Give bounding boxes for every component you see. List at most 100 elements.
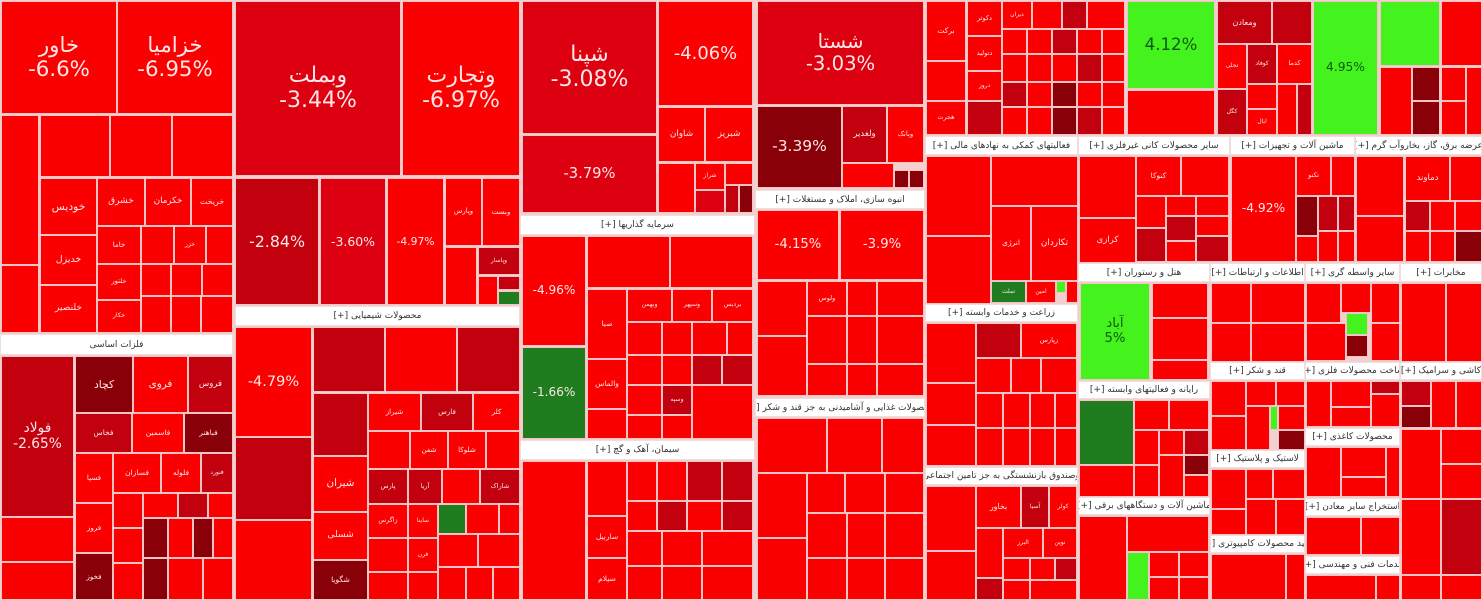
- stock-tile[interactable]: شسلی: [313, 512, 368, 560]
- stock-tile[interactable]: [1341, 283, 1371, 313]
- stock-tile[interactable]: وبهمن: [627, 289, 672, 322]
- stock-tile[interactable]: وبست: [482, 178, 520, 246]
- stock-tile[interactable]: [1134, 400, 1169, 430]
- stock-tile[interactable]: [877, 316, 924, 364]
- stock-tile[interactable]: [1401, 381, 1431, 406]
- stock-tile[interactable]: [1169, 400, 1209, 430]
- stock-tile[interactable]: [493, 567, 520, 600]
- stock-tile[interactable]: [438, 567, 466, 600]
- stock-tile[interactable]: [499, 504, 520, 534]
- stock-tile[interactable]: [1102, 29, 1125, 54]
- stock-tile[interactable]: [466, 567, 493, 600]
- stock-tile[interactable]: [926, 486, 976, 551]
- stock-tile[interactable]: ومعادن: [1217, 1, 1272, 44]
- stock-tile[interactable]: [1380, 1, 1440, 66]
- stock-tile[interactable]: البرز: [1003, 528, 1043, 558]
- stock-tile[interactable]: [662, 566, 702, 600]
- stock-tile[interactable]: -3.60%: [320, 178, 386, 305]
- stock-tile[interactable]: [1466, 67, 1482, 135]
- stock-tile[interactable]: [1055, 393, 1077, 428]
- stock-tile[interactable]: [1077, 29, 1102, 54]
- stock-tile[interactable]: [976, 358, 1011, 393]
- sector-header[interactable]: مخابرات [+]: [1400, 263, 1482, 282]
- stock-tile[interactable]: [926, 61, 966, 101]
- stock-tile[interactable]: -2.84%: [235, 178, 319, 305]
- stock-tile[interactable]: [213, 518, 233, 558]
- stock-tile[interactable]: شراز: [695, 163, 725, 190]
- stock-tile[interactable]: [1276, 499, 1305, 535]
- stock-tile[interactable]: [143, 518, 168, 558]
- stock-tile[interactable]: [1276, 381, 1305, 406]
- stock-tile[interactable]: [235, 520, 312, 600]
- stock-tile[interactable]: [1371, 323, 1400, 361]
- stock-tile[interactable]: خاما: [97, 226, 141, 264]
- sector-header[interactable]: انبوه سازی، املاک و مستغلات [+]: [755, 190, 925, 209]
- stock-tile[interactable]: [1296, 236, 1318, 262]
- sector-header[interactable]: محصولات غذایی و آشامیدنی به جز قند و شکر…: [755, 398, 925, 417]
- stock-tile[interactable]: [40, 115, 110, 177]
- stock-tile[interactable]: [1055, 428, 1077, 466]
- stock-tile[interactable]: [976, 428, 1003, 466]
- stock-tile[interactable]: [587, 236, 670, 288]
- stock-tile[interactable]: [1184, 430, 1209, 455]
- stock-tile[interactable]: [657, 501, 687, 531]
- stock-tile[interactable]: [627, 415, 662, 439]
- stock-tile[interactable]: تملت: [991, 281, 1026, 303]
- stock-tile[interactable]: نوین: [1043, 528, 1077, 558]
- stock-tile[interactable]: وبانک: [887, 106, 924, 163]
- stock-tile[interactable]: [1030, 393, 1055, 428]
- stock-tile[interactable]: [1166, 241, 1196, 262]
- stock-tile[interactable]: [1405, 201, 1430, 231]
- stock-tile[interactable]: [1246, 381, 1276, 406]
- stock-tile[interactable]: 4.12%: [1127, 1, 1215, 89]
- stock-tile[interactable]: [1032, 1, 1062, 29]
- stock-tile[interactable]: [1152, 318, 1208, 360]
- stock-tile[interactable]: [926, 236, 991, 304]
- stock-tile[interactable]: [1002, 82, 1027, 107]
- stock-tile[interactable]: [807, 473, 845, 513]
- stock-tile[interactable]: [1346, 313, 1368, 335]
- sector-header[interactable]: اطلاعات و ارتباطات [+]: [1210, 263, 1305, 282]
- stock-tile[interactable]: [1196, 196, 1229, 216]
- stock-tile[interactable]: [627, 531, 662, 566]
- stock-tile[interactable]: [757, 336, 807, 396]
- stock-tile[interactable]: [113, 563, 143, 600]
- sector-header[interactable]: تولید محصولات کامپیوتری [+]: [1210, 535, 1305, 553]
- stock-tile[interactable]: تکاردان: [1031, 206, 1078, 281]
- stock-tile[interactable]: دیران: [1002, 1, 1032, 29]
- stock-tile[interactable]: [725, 163, 753, 185]
- stock-tile[interactable]: [1011, 358, 1041, 393]
- stock-tile[interactable]: [627, 385, 662, 415]
- stock-tile[interactable]: [201, 296, 233, 333]
- stock-tile[interactable]: [670, 236, 753, 288]
- stock-tile[interactable]: امین: [1026, 281, 1056, 303]
- stock-tile[interactable]: وپارس: [445, 178, 482, 246]
- stock-tile[interactable]: [627, 355, 662, 385]
- stock-tile[interactable]: شستا -3.03%: [757, 1, 924, 105]
- stock-tile[interactable]: [1134, 465, 1159, 497]
- stock-tile[interactable]: [1136, 228, 1166, 262]
- stock-tile[interactable]: [141, 226, 174, 264]
- stock-tile[interactable]: فلوله: [161, 453, 201, 493]
- stock-tile[interactable]: [1306, 381, 1331, 427]
- stock-tile[interactable]: -4.06%: [658, 1, 753, 106]
- stock-tile[interactable]: [1159, 430, 1184, 455]
- stock-tile[interactable]: -4.79%: [235, 327, 312, 437]
- stock-tile[interactable]: [1181, 156, 1229, 196]
- stock-tile[interactable]: بخاور: [976, 486, 1021, 528]
- stock-tile[interactable]: -1.66%: [522, 347, 586, 439]
- sector-header[interactable]: رایانه و فعالیتهای وابسته [+]: [1078, 381, 1210, 399]
- stock-tile[interactable]: [1052, 107, 1077, 135]
- stock-tile[interactable]: [1306, 575, 1376, 600]
- stock-tile[interactable]: [1166, 216, 1196, 241]
- stock-tile[interactable]: [722, 461, 753, 501]
- stock-tile[interactable]: [1077, 82, 1102, 107]
- stock-tile[interactable]: [1077, 107, 1102, 135]
- stock-tile[interactable]: [885, 473, 924, 513]
- stock-tile[interactable]: دروز: [967, 71, 1002, 101]
- stock-tile[interactable]: [587, 409, 627, 439]
- stock-tile[interactable]: [1087, 1, 1125, 29]
- stock-tile[interactable]: -4.97%: [387, 178, 444, 305]
- stock-tile[interactable]: شیران: [313, 456, 368, 512]
- sector-header[interactable]: محصولات کاغذی [+]: [1305, 428, 1400, 446]
